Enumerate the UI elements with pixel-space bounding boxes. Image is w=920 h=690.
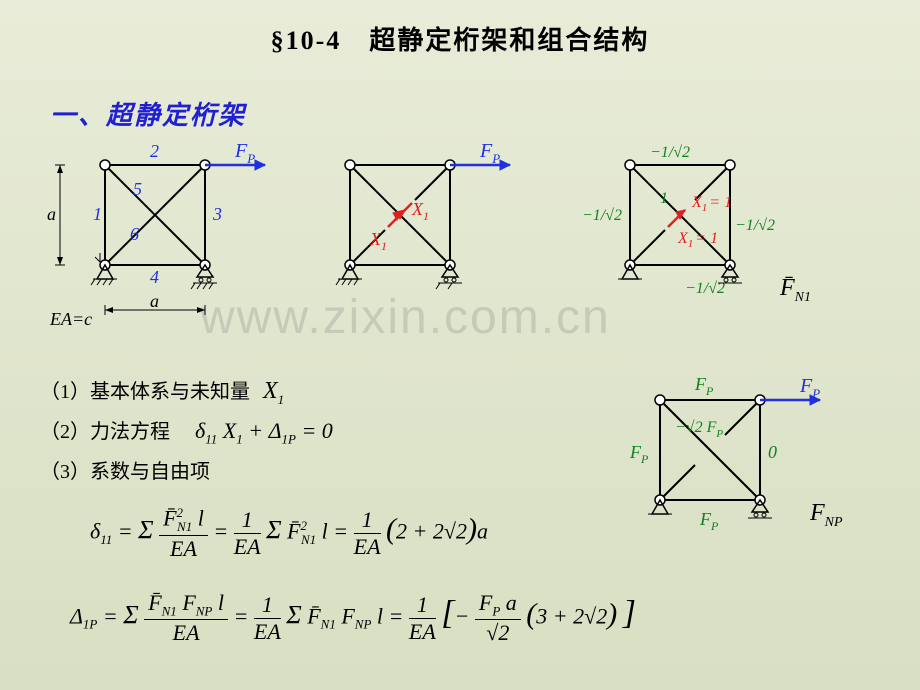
svg-text:0: 0 [768, 442, 777, 462]
svg-text:−1/√2: −1/√2 [582, 207, 622, 224]
step-3: （3）系数与自由项 [40, 455, 210, 484]
svg-text:2: 2 [150, 141, 159, 161]
svg-text:X1: X1 [411, 199, 429, 223]
svg-text:X1= 1: X1= 1 [691, 194, 732, 214]
section-heading: 一、超静定桁架 [50, 95, 246, 132]
diagram-unit-load: X1= 1 X1= 1 −1/√2 −1/√2 −1/√2 −1/√2 1 F̄… [580, 145, 850, 340]
svg-text:FP: FP [699, 509, 719, 533]
svg-text:5: 5 [133, 179, 142, 199]
svg-text:X1: X1 [369, 229, 387, 253]
diagram-original: a FP 1 2 3 4 [85, 155, 295, 360]
diagram-fnp: FP FP FP 0 FP −√2 FP FNP [620, 380, 900, 575]
svg-text:3: 3 [212, 204, 222, 224]
dim-a-v: a [47, 204, 56, 224]
svg-text:6: 6 [130, 224, 139, 244]
ea-label: EA=c [49, 309, 92, 329]
svg-text:FP: FP [629, 442, 649, 466]
page-title: §10-4 超静定桁架和组合结构 [0, 0, 920, 57]
svg-text:1: 1 [93, 204, 102, 224]
FNP-label: FNP [809, 500, 843, 530]
eq-delta1p: Δ1P = Σ F̄N1 FNP l EA = 1 EA Σ F̄N1 FNP … [70, 590, 636, 646]
eq-delta11: δ11 = Σ F̄2N1 l EA = 1 EA Σ F̄2N1 l = 1 … [90, 505, 488, 562]
step-2: （2）力法方程 δ11 X1 + Δ1P = 0 [40, 415, 333, 447]
svg-text:1: 1 [660, 190, 668, 207]
step-1: （1）基本体系与未知量 X1 [40, 375, 284, 408]
FN1-label: F̄N1 [779, 275, 811, 305]
diagram-primary: X1 X1 FP [330, 155, 540, 330]
svg-text:4: 4 [150, 267, 159, 287]
svg-text:−√2 FP: −√2 FP [675, 419, 723, 440]
svg-text:−1/√2: −1/√2 [735, 217, 775, 234]
fp-label: FP [234, 140, 255, 166]
svg-text:FP: FP [694, 374, 714, 398]
svg-text:−1/√2: −1/√2 [650, 144, 690, 161]
svg-text:FP: FP [479, 140, 500, 166]
dim-a-h: a [150, 291, 159, 311]
